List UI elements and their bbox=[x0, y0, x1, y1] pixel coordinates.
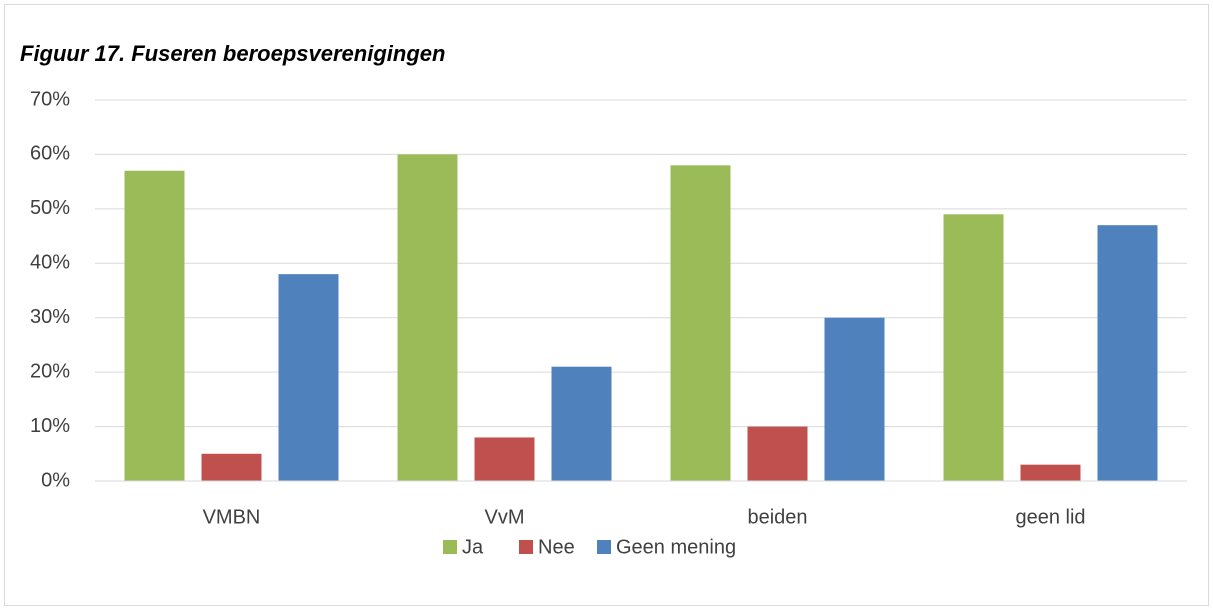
y-tick-label: 40% bbox=[30, 252, 70, 274]
x-tick-label: VMBN bbox=[203, 506, 261, 528]
y-tick-label: 70% bbox=[30, 88, 70, 110]
bar bbox=[1097, 225, 1158, 481]
legend-label: Nee bbox=[538, 536, 575, 558]
y-tick-label: 0% bbox=[41, 469, 70, 491]
chart-border bbox=[4, 4, 1209, 606]
bar bbox=[943, 214, 1004, 482]
chart-title: Figuur 17. Fuseren beroepsverenigingen bbox=[20, 41, 445, 66]
legend-swatch bbox=[443, 540, 457, 554]
y-tick-label: 60% bbox=[30, 143, 70, 165]
y-tick-label: 30% bbox=[30, 306, 70, 328]
bar bbox=[124, 170, 185, 481]
legend-swatch bbox=[597, 540, 611, 554]
bar bbox=[747, 426, 808, 481]
bar bbox=[397, 154, 458, 481]
legend-label: Ja bbox=[462, 536, 484, 558]
x-tick-label: geen lid bbox=[1015, 506, 1085, 528]
x-tick-label: beiden bbox=[747, 506, 807, 528]
bar bbox=[551, 366, 612, 481]
bar bbox=[1020, 464, 1081, 481]
bar bbox=[824, 317, 885, 481]
legend-label: Geen mening bbox=[616, 536, 736, 558]
bar bbox=[278, 274, 339, 481]
x-tick-label: VvM bbox=[485, 506, 525, 528]
legend-swatch bbox=[519, 540, 533, 554]
bar bbox=[670, 165, 731, 482]
y-tick-label: 20% bbox=[30, 360, 70, 382]
bar bbox=[474, 437, 535, 481]
y-tick-label: 50% bbox=[30, 197, 70, 219]
bar bbox=[201, 453, 262, 481]
y-tick-label: 10% bbox=[30, 415, 70, 437]
